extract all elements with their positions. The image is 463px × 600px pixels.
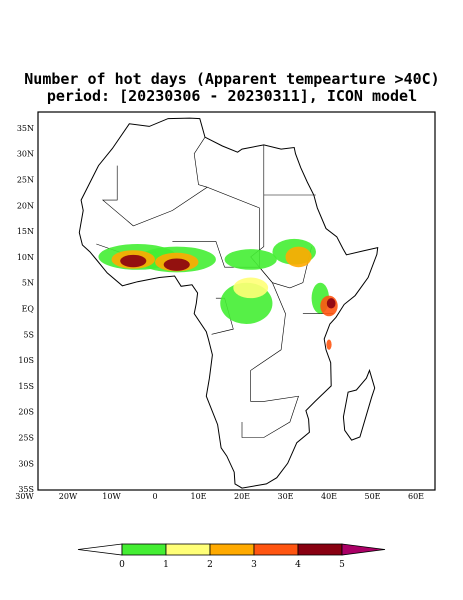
heat-area xyxy=(326,298,336,309)
lon-label: 30E xyxy=(277,492,293,501)
heat-area xyxy=(163,258,190,271)
heat-area xyxy=(326,339,332,350)
axis-labels: 35N 30N 25N 20N 15N 10N 5N EQ 5S 10S 15S 20S 25S 30S 3… xyxy=(15,124,424,501)
lat-label: 30N xyxy=(17,150,34,159)
lon-label: 40E xyxy=(321,492,337,501)
colorbar-box xyxy=(121,543,167,556)
colorbar-box xyxy=(165,543,211,556)
title-line: period: [20230306 - 20230311], ICON mode… xyxy=(47,87,417,105)
lat-label: 20S xyxy=(18,408,34,417)
map-frame xyxy=(37,111,436,491)
lat-label: 10N xyxy=(17,253,34,262)
lon-label: 0 xyxy=(152,492,157,501)
title-line: Number of hot days (Apparent tempearture… xyxy=(24,70,439,88)
heat-area xyxy=(233,277,269,299)
colorbar-label: 0 xyxy=(119,560,125,570)
heat-area xyxy=(285,246,312,268)
lon-label: 10E xyxy=(190,492,206,501)
land xyxy=(78,117,379,489)
colorbar-box xyxy=(209,543,255,556)
lat-label: 15S xyxy=(18,382,34,391)
colorbar-label: 5 xyxy=(339,560,345,570)
colorbar-end xyxy=(77,543,123,556)
lon-label: 60E xyxy=(408,492,424,501)
border-line xyxy=(241,267,299,438)
lon-label: 10W xyxy=(102,492,121,501)
lon-label: 20W xyxy=(59,492,78,501)
lon-label: 20E xyxy=(234,492,250,501)
colorbar-label: 1 xyxy=(163,560,169,570)
lat-label: 35N xyxy=(17,124,34,133)
colorbar-label: 4 xyxy=(295,560,301,570)
colorbar-label: 3 xyxy=(251,560,257,570)
heat-area xyxy=(224,249,277,270)
lon-label: 50E xyxy=(364,492,380,501)
island-outline xyxy=(342,368,376,441)
lat-label: 5N xyxy=(22,279,34,288)
lat-label: 10S xyxy=(18,356,34,365)
lat-label: EQ xyxy=(22,305,35,314)
border-line xyxy=(193,137,208,188)
lat-label: 5S xyxy=(23,330,34,339)
colorbar: 0 1 2 3 4 5 xyxy=(77,543,386,570)
lon-label: 30W xyxy=(15,492,34,501)
lat-label: 25N xyxy=(17,176,34,185)
colorbar-label: 2 xyxy=(207,560,213,570)
heat-area xyxy=(120,254,147,268)
lat-label: 25S xyxy=(18,434,34,443)
lat-label: 20N xyxy=(17,201,34,210)
colorbar-end xyxy=(341,543,386,556)
lat-label: 35S xyxy=(18,485,34,494)
colorbar-box xyxy=(253,543,299,556)
lat-label: 15N xyxy=(17,227,34,236)
lat-label: 30S xyxy=(18,459,34,468)
colorbar-box xyxy=(297,543,343,556)
